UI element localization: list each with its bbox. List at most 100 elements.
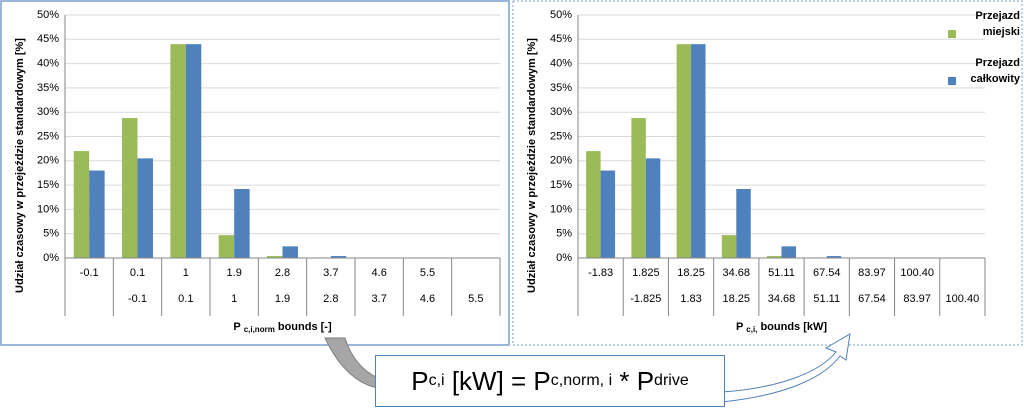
bar xyxy=(267,256,283,258)
x-label-part: bounds [-] xyxy=(275,321,332,333)
x-tick-label: 83.97 xyxy=(903,293,931,305)
y-tick-label: 5% xyxy=(43,228,59,240)
y-tick-label: 0% xyxy=(43,252,59,264)
x-tick-label: 34.68 xyxy=(723,267,751,279)
x-tick-label: 67.54 xyxy=(858,293,886,305)
bar xyxy=(676,44,692,258)
x-tick-label: 83.97 xyxy=(858,267,886,279)
formula-sub: c,i xyxy=(428,372,445,389)
y-tick-label: 40% xyxy=(550,58,572,70)
y-tick-label: 15% xyxy=(550,179,572,191)
x-tick-label: 34.68 xyxy=(768,293,796,305)
y-tick-label: 35% xyxy=(550,82,572,94)
x-tick-label: 1 xyxy=(231,293,237,305)
x-label-part: P xyxy=(233,321,240,333)
x-label-sub: c,i,norm xyxy=(244,325,275,334)
x-tick-label: 5.5 xyxy=(420,267,435,279)
bar xyxy=(781,246,796,258)
y-tick-label: 10% xyxy=(37,203,59,215)
y-tick-label: 15% xyxy=(37,179,59,191)
y-tick-label: 35% xyxy=(37,82,59,94)
y-tick-label: 20% xyxy=(37,155,59,167)
x-tick-label: 100.40 xyxy=(900,267,934,279)
y-tick-label: 20% xyxy=(550,155,572,167)
legend-swatch xyxy=(948,77,956,85)
x-tick-label: 4.6 xyxy=(420,293,435,305)
x-tick-label: 1.9 xyxy=(227,267,242,279)
bar xyxy=(73,151,90,258)
y-axis-label: Udział czasowy w przejeździe standardowy… xyxy=(526,38,538,293)
bar xyxy=(185,44,202,258)
bar xyxy=(721,235,737,258)
x-tick-label: 100.40 xyxy=(946,293,980,305)
bar xyxy=(234,188,250,258)
x-tick-label: 18.25 xyxy=(723,293,751,305)
bar xyxy=(122,118,138,258)
x-tick-label: 51.11 xyxy=(768,267,795,279)
x-label-part: P xyxy=(736,321,743,333)
y-tick-label: 30% xyxy=(550,106,572,118)
arrow xyxy=(721,333,851,403)
x-tick-label: 18.25 xyxy=(677,267,705,279)
bar xyxy=(137,158,153,258)
y-tick-label: 0% xyxy=(556,252,572,264)
bar xyxy=(330,256,347,258)
legend-label: Przejazd miejski xyxy=(975,10,1020,38)
x-tick-label: -1.825 xyxy=(630,293,661,305)
bar xyxy=(736,188,751,258)
formula-sub: c,norm, i xyxy=(550,372,613,389)
bar xyxy=(89,170,105,258)
y-axis-label: Udział czasowy w przejeździe standardowy… xyxy=(14,38,26,293)
x-tick-label: 3.7 xyxy=(372,293,387,305)
formula-text: * P xyxy=(612,365,655,396)
x-tick-label: 2.8 xyxy=(275,267,290,279)
y-tick-label: 5% xyxy=(556,228,572,240)
x-tick-label: -0.1 xyxy=(80,267,99,279)
y-tick-label: 30% xyxy=(37,106,59,118)
x-tick-label: 5.5 xyxy=(468,293,483,305)
bar xyxy=(645,158,661,258)
bar xyxy=(631,118,646,258)
panel-border xyxy=(512,0,1023,346)
panel-border xyxy=(0,0,510,346)
y-tick-label: 50% xyxy=(37,9,59,21)
x-label-part: bounds [kW] xyxy=(757,321,827,333)
formula-text: P xyxy=(411,365,429,396)
x-tick-label: 0.1 xyxy=(130,267,145,279)
formula-sub: drive xyxy=(654,372,689,389)
x-tick-label: 3.7 xyxy=(323,267,338,279)
bar xyxy=(691,44,706,258)
y-tick-label: 40% xyxy=(37,58,59,70)
legend-label: Przejazd całkowity xyxy=(970,57,1020,85)
x-tick-label: 1.83 xyxy=(680,293,701,305)
bar xyxy=(586,151,601,258)
x-tick-label: 2.8 xyxy=(323,293,338,305)
legend-swatch xyxy=(948,30,956,38)
x-label-sub: c,i, xyxy=(746,325,757,334)
bar xyxy=(767,256,782,258)
x-tick-label: 4.6 xyxy=(372,267,387,279)
y-tick-label: 10% xyxy=(550,203,572,215)
x-tick-label: 1.9 xyxy=(275,293,290,305)
bar xyxy=(600,170,616,258)
bar xyxy=(218,235,235,258)
x-tick-label: -0.1 xyxy=(128,293,147,305)
x-tick-label: 1.825 xyxy=(632,267,660,279)
x-tick-label: 67.54 xyxy=(813,267,841,279)
x-tick-label: -1.83 xyxy=(588,267,613,279)
y-tick-label: 25% xyxy=(550,130,572,142)
x-tick-label: 0.1 xyxy=(178,293,193,305)
x-tick-label: 51.11 xyxy=(813,293,840,305)
formula-text: [kW] = P xyxy=(444,365,551,396)
x-tick-label: 1 xyxy=(183,267,189,279)
y-tick-label: 25% xyxy=(37,130,59,142)
y-tick-label: 45% xyxy=(37,33,59,45)
bar xyxy=(170,44,186,258)
y-tick-label: 45% xyxy=(550,33,572,45)
bar xyxy=(826,256,842,258)
